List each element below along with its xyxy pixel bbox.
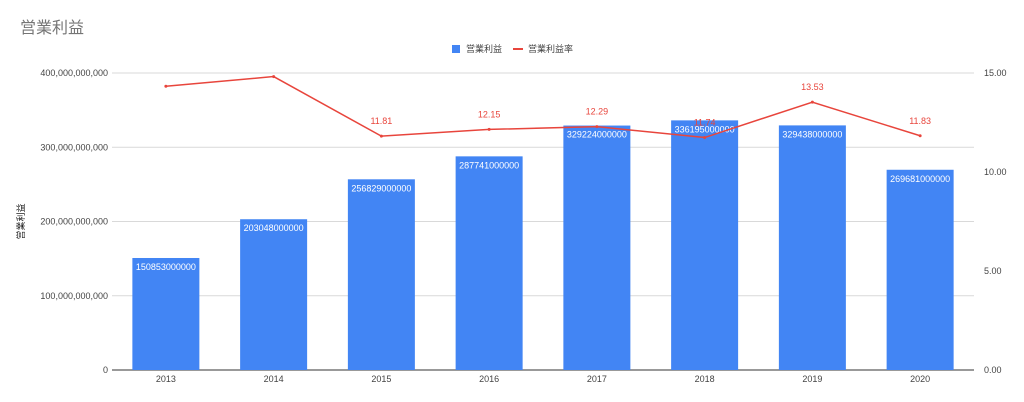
y-tick-label: 200,000,000,000 [40,217,108,227]
x-tick-label: 2013 [156,374,176,384]
line-point [918,134,922,138]
x-tick-label: 2016 [479,374,499,384]
bar-data-label: 287741000000 [459,160,519,170]
y-tick-label: 100,000,000,000 [40,291,108,301]
y-axis-title: 営業利益 [15,203,27,239]
bar [347,179,415,370]
bar-data-label: 256829000000 [351,183,411,193]
series-line [165,75,921,139]
line-data-label: 11.74 [694,118,716,128]
x-tick-label: 2018 [695,374,715,384]
bar [563,125,631,370]
y2-tick-label: 10.00 [984,167,1007,177]
line-data-label: 12.29 [586,107,609,117]
line-data-label: 13.53 [801,82,824,92]
x-tick-label: 2015 [371,374,391,384]
line-point [379,134,383,138]
y-tick-label: 0 [103,365,108,375]
bar-data-label: 329438000000 [782,129,842,139]
line-data-label: 11.81 [370,116,392,126]
x-tick-label: 2019 [802,374,822,384]
line-point [595,125,599,129]
line-point [164,84,168,88]
bar [886,169,954,370]
legend-label-bar: 営業利益 [466,43,502,55]
y2-tick-label: 15.00 [984,68,1007,78]
line-point [810,100,814,104]
line-data-label: 11.83 [909,116,931,126]
line-data-label: 12.15 [478,109,501,119]
x-tick-label: 2020 [910,374,930,384]
y2-tick-label: 5.00 [984,266,1002,276]
legend-label-line: 営業利益率 [528,43,573,55]
x-tick-label: 2017 [587,374,607,384]
bar-data-label: 336195000000 [675,124,735,134]
x-tick-label: 2014 [264,374,284,384]
bar [778,125,846,370]
line-point [703,136,707,140]
bar [671,120,739,370]
bar-data-label: 269681000000 [890,174,950,184]
chart-title: 営業利益 [20,18,85,37]
bar-data-label: 329224000000 [567,130,627,140]
legend-swatch-bar [452,45,460,53]
bar [132,257,200,370]
bar-data-label: 150853000000 [136,262,196,272]
y2-tick-label: 0.00 [984,365,1002,375]
y-tick-label: 300,000,000,000 [40,142,108,152]
bar [455,156,523,370]
line-point [487,127,491,131]
y-tick-label: 400,000,000,000 [40,68,108,78]
line-point [272,75,276,79]
bar-data-label: 203048000000 [244,223,304,233]
bar [240,219,308,370]
